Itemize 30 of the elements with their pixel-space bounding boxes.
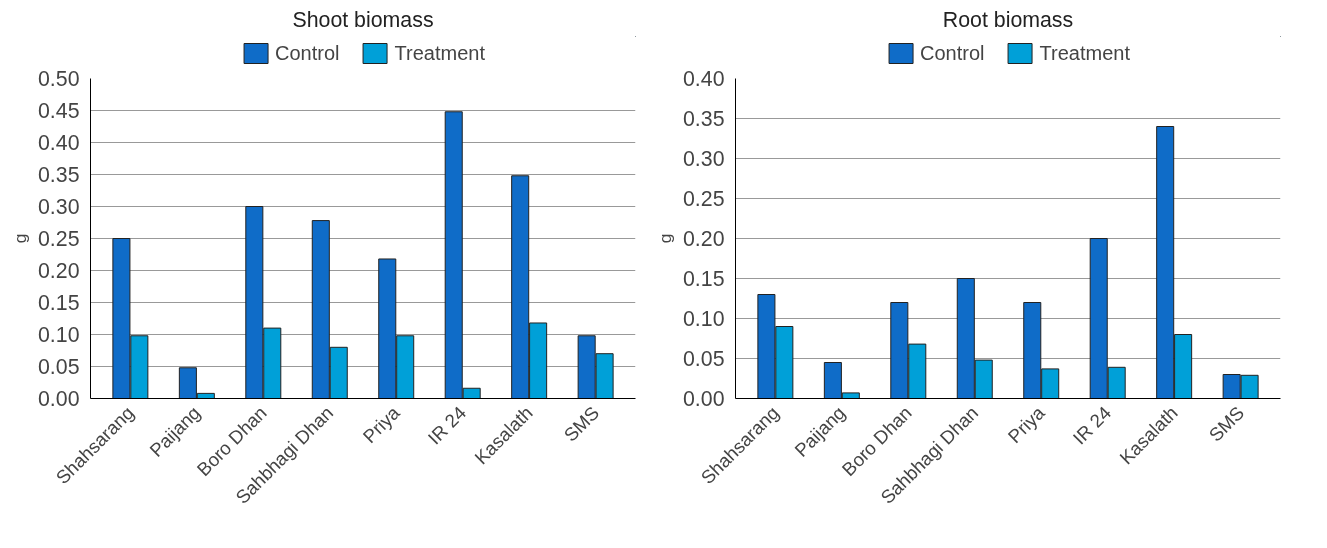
legend-label: Treatment (394, 41, 485, 65)
y-tick-label: 0.25 (682, 187, 725, 211)
y-tick-label: 0.30 (682, 147, 725, 171)
y-tick-label: 0.40 (37, 131, 80, 155)
y-tick-label: 0.00 (37, 387, 80, 411)
y-tick-label: 0.35 (37, 163, 80, 187)
y-tick-label: 0.30 (37, 195, 80, 219)
legend-label: Control (920, 41, 985, 65)
y-tick-label: 0.10 (37, 323, 80, 347)
y-tick-label: 0.35 (682, 107, 725, 131)
y-tick-label: 0.05 (682, 347, 725, 371)
y-tick-label: 0.10 (682, 307, 725, 331)
y-tick-label: 0.05 (37, 355, 80, 379)
y-tick-label: 0.25 (37, 227, 80, 251)
y-axis-title: g (9, 233, 30, 244)
chart-title: Shoot biomass (292, 7, 434, 32)
legend-label: Treatment (1039, 41, 1130, 65)
y-tick-label: 0.40 (682, 67, 725, 91)
x-tick-label: IR 24 (1068, 402, 1116, 449)
y-tick-label: 0.15 (682, 267, 725, 291)
y-tick-label: 0.50 (37, 67, 80, 91)
y-tick-label: 0.45 (37, 99, 80, 123)
x-tick-label: IR 24 (423, 402, 471, 449)
y-tick-label: 0.15 (37, 291, 80, 315)
chart-title: Root biomass (942, 7, 1074, 32)
y-tick-label: 0.20 (682, 227, 725, 251)
y-tick-label: 0.20 (37, 259, 80, 283)
legend-label: Control (275, 41, 340, 65)
y-tick-label: 0.00 (682, 387, 725, 411)
y-axis-title: g (654, 233, 675, 244)
